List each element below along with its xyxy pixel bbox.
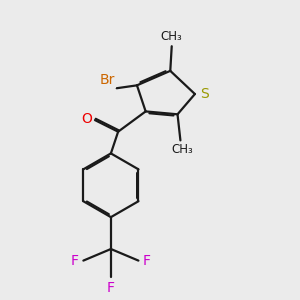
Text: F: F bbox=[107, 281, 115, 295]
Text: O: O bbox=[81, 112, 92, 126]
Text: F: F bbox=[71, 254, 79, 268]
Text: CH₃: CH₃ bbox=[161, 30, 183, 43]
Text: Br: Br bbox=[100, 73, 115, 87]
Text: F: F bbox=[143, 254, 151, 268]
Text: CH₃: CH₃ bbox=[171, 143, 193, 156]
Text: S: S bbox=[200, 87, 209, 101]
